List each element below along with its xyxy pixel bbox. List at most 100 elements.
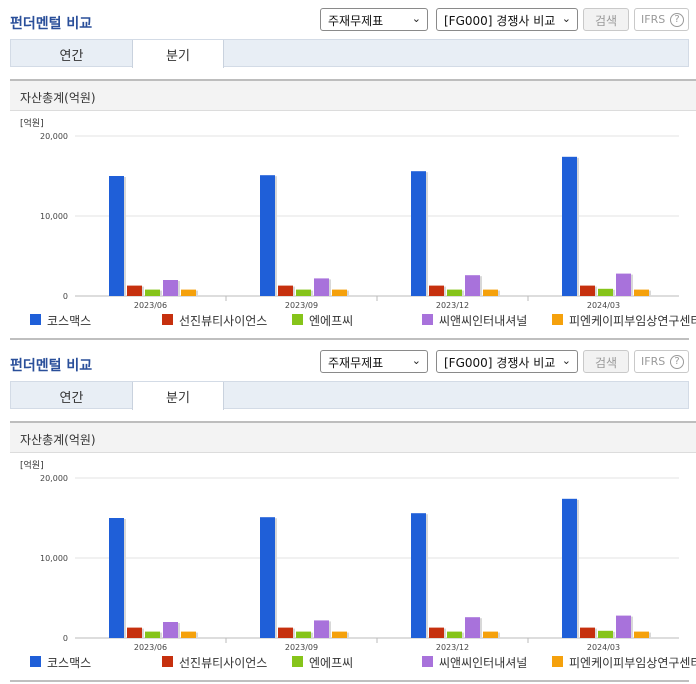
ifrs-button[interactable]: IFRS ?	[634, 8, 689, 31]
legend-swatch	[162, 314, 173, 325]
ifrs-button[interactable]: IFRS ?	[634, 350, 689, 373]
y-axis-label: [억원]	[20, 459, 44, 471]
fundamental-panel-1: 펀더멘털 비교 주재무제표 ⌄ [FG000] 경쟁사 비교 ⌄ 검색 IFRS…	[0, 8, 696, 342]
bar	[127, 285, 142, 296]
period-tabs: 연간 분기	[10, 39, 689, 68]
y-tick-label: 10,000	[40, 554, 68, 563]
fundamental-panel-2: 펀더멘털 비교 주재무제표 ⌄ [FG000] 경쟁사 비교 ⌄ 검색 IFRS…	[0, 342, 696, 684]
search-button[interactable]: 검색	[583, 8, 629, 31]
search-button[interactable]: 검색	[583, 350, 629, 373]
section-title: 자산총계(억원)	[10, 421, 696, 453]
legend-label: 선진뷰티사이언스	[179, 314, 268, 328]
tab-annual[interactable]: 연간	[59, 49, 84, 64]
legend-swatch	[422, 314, 433, 325]
divider	[10, 338, 689, 340]
compare-select[interactable]: [FG000] 경쟁사 비교 ⌄	[436, 350, 578, 373]
bar	[332, 631, 347, 638]
bar	[296, 631, 311, 638]
y-tick-label: 20,000	[40, 474, 68, 483]
asset-chart: [억원] 0 10,000 20,000 2023/06 2023/09 2023/12 20…	[0, 112, 696, 342]
legend-label: 엔에프씨	[309, 314, 354, 328]
bar	[465, 617, 480, 638]
legend-swatch	[552, 656, 563, 667]
compare-select-value: [FG000] 경쟁사 비교	[444, 356, 556, 370]
bar	[127, 627, 142, 638]
x-tick-label: 2023/12	[436, 643, 469, 652]
bar	[483, 631, 498, 638]
legend-label: 씨앤씨인터내셔널	[439, 314, 528, 328]
tab-quarterly[interactable]: 분기	[132, 40, 224, 68]
chevron-down-icon: ⌄	[411, 354, 421, 367]
tab-annual[interactable]: 연간	[59, 391, 84, 406]
bar	[145, 289, 160, 296]
bar	[447, 631, 462, 638]
bar	[429, 627, 444, 638]
legend-swatch	[30, 656, 41, 667]
legend-label: 선진뷰티사이언스	[179, 656, 268, 670]
bar	[447, 289, 462, 296]
x-tick-label: 2023/12	[436, 301, 469, 310]
bar	[260, 175, 275, 296]
bar	[314, 620, 329, 638]
legend-label: 피엔케이피부임상연구센타	[569, 314, 696, 328]
legend-swatch	[422, 656, 433, 667]
bar	[314, 278, 329, 296]
compare-select[interactable]: [FG000] 경쟁사 비교 ⌄	[436, 8, 578, 31]
bar	[163, 622, 178, 638]
legend-label: 씨앤씨인터내셔널	[439, 656, 528, 670]
help-icon[interactable]: ?	[670, 355, 684, 369]
bar	[429, 285, 444, 296]
legend-label: 엔에프씨	[309, 656, 354, 670]
y-axis-label: [억원]	[20, 117, 44, 129]
compare-select-value: [FG000] 경쟁사 비교	[444, 14, 556, 28]
chevron-down-icon: ⌄	[411, 12, 421, 25]
ifrs-label: IFRS	[641, 355, 666, 368]
help-icon[interactable]: ?	[670, 13, 684, 27]
bar	[616, 273, 631, 296]
bar	[296, 289, 311, 296]
x-tick-label: 2024/03	[587, 301, 620, 310]
bar	[598, 630, 613, 638]
bar	[483, 289, 498, 296]
bar-chart-svg: [억원] 0 10,000 20,000 2023/06 2023/09 2023/12 20…	[20, 459, 679, 652]
bar	[580, 627, 595, 638]
bar	[163, 280, 178, 296]
tab-quarterly[interactable]: 분기	[132, 382, 224, 410]
bar	[332, 289, 347, 296]
y-tick-label: 20,000	[40, 132, 68, 141]
bar	[598, 288, 613, 296]
bar	[562, 156, 577, 296]
panel-title: 펀더멘털 비교	[10, 16, 93, 32]
bar	[260, 517, 275, 638]
chevron-down-icon: ⌄	[561, 12, 571, 25]
legend-swatch	[30, 314, 41, 325]
bar	[181, 631, 196, 638]
bar	[634, 631, 649, 638]
period-tabs: 연간 분기	[10, 381, 689, 410]
x-tick-label: 2023/06	[134, 301, 167, 310]
legend-swatch	[162, 656, 173, 667]
statement-select[interactable]: 주재무제표 ⌄	[320, 8, 428, 31]
section-title: 자산총계(억원)	[10, 79, 696, 111]
x-tick-label: 2023/09	[285, 643, 318, 652]
legend-label: 코스맥스	[47, 314, 92, 328]
bar	[616, 615, 631, 638]
bar	[145, 631, 160, 638]
legend-label: 코스맥스	[47, 656, 92, 670]
bar-chart-svg: [억원] 0 10,000 20,000 2023/06 2023/09 2023/12 20…	[20, 117, 679, 310]
x-tick-label: 2024/03	[587, 643, 620, 652]
statement-select-value: 주재무제표	[328, 14, 384, 28]
bar	[278, 285, 293, 296]
bar	[580, 285, 595, 296]
bar	[634, 289, 649, 296]
statement-select[interactable]: 주재무제표 ⌄	[320, 350, 428, 373]
legend-swatch	[552, 314, 563, 325]
chart-legend: 코스맥스 선진뷰티사이언스 엔에프씨 씨앤씨인터내셔널 피엔케이피부임상연구센타	[30, 654, 696, 670]
bar	[411, 513, 426, 638]
bar	[109, 176, 124, 296]
bar	[181, 289, 196, 296]
bar	[411, 171, 426, 296]
chart-legend: 코스맥스 선진뷰티사이언스 엔에프씨 씨앤씨인터내셔널 피엔케이피부임상연구센타	[30, 312, 696, 328]
x-tick-label: 2023/09	[285, 301, 318, 310]
panel-title: 펀더멘털 비교	[10, 358, 93, 374]
